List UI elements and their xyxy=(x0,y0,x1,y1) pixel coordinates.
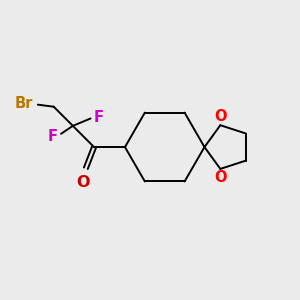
Text: F: F xyxy=(47,129,58,144)
Text: F: F xyxy=(94,110,104,124)
Text: O: O xyxy=(77,175,90,190)
Text: O: O xyxy=(214,109,226,124)
Text: O: O xyxy=(214,170,226,185)
Text: Br: Br xyxy=(14,96,32,111)
